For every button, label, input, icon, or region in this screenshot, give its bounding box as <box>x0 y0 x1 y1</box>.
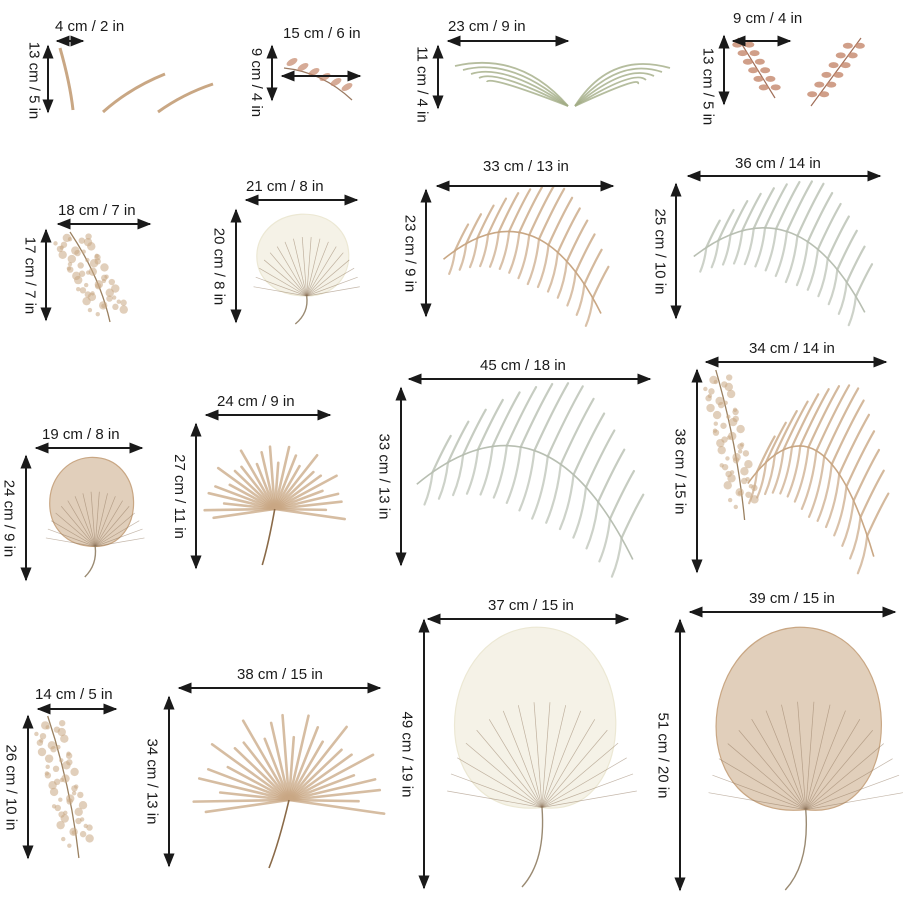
width-label: 14 cm / 5 in <box>35 686 113 703</box>
width-label: 24 cm / 9 in <box>217 393 295 410</box>
height-label: 33 cm / 13 in <box>375 433 393 519</box>
palm-frond-icon <box>416 382 645 578</box>
width-label: 9 cm / 4 in <box>733 10 803 27</box>
pampas-palm-icon <box>703 369 890 575</box>
height-label: 13 cm / 5 in <box>699 47 717 125</box>
spiky-palm-icon <box>192 713 386 869</box>
height-label: 27 cm / 11 in <box>170 453 188 539</box>
height-label: 25 cm / 10 in <box>651 208 669 294</box>
spiky-palm-icon <box>203 445 347 566</box>
palm-frond-icon <box>693 180 874 327</box>
height-label: 24 cm / 9 in <box>0 479 18 557</box>
width-label: 34 cm / 14 in <box>749 340 835 357</box>
height-label: 20 cm / 8 in <box>210 227 228 305</box>
width-label: 19 cm / 8 in <box>42 426 120 443</box>
fan-leaf-icon <box>708 626 903 891</box>
pampas-icon <box>53 231 128 323</box>
height-label: 9 cm / 4 in <box>247 47 265 117</box>
slim-grass-blades-icon <box>58 47 214 114</box>
palm-frond-icon <box>442 185 610 327</box>
width-label: 45 cm / 18 in <box>480 357 566 374</box>
height-label: 51 cm / 20 in <box>654 712 672 798</box>
height-label: 11 cm / 4 in <box>413 45 431 123</box>
fan-leaf-icon <box>447 626 637 888</box>
height-label: 13 cm / 5 in <box>25 41 43 119</box>
width-label: 37 cm / 15 in <box>488 597 574 614</box>
width-label: 33 cm / 13 in <box>483 158 569 175</box>
width-label: 36 cm / 14 in <box>735 155 821 172</box>
height-label: 49 cm / 19 in <box>398 711 416 797</box>
width-label: 23 cm / 9 in <box>448 18 526 35</box>
width-label: 38 cm / 15 in <box>237 666 323 683</box>
height-label: 34 cm / 13 in <box>143 738 161 824</box>
grass-pair-icon <box>454 61 671 107</box>
height-label: 23 cm / 9 in <box>401 214 419 292</box>
width-label: 18 cm / 7 in <box>58 202 136 219</box>
width-label: 39 cm / 15 in <box>749 590 835 607</box>
fan-leaf-icon <box>253 213 360 325</box>
width-label: 4 cm / 2 in <box>55 18 125 35</box>
height-label: 26 cm / 10 in <box>2 744 20 830</box>
width-label: 15 cm / 6 in <box>283 25 361 42</box>
pampas-icon <box>34 715 94 859</box>
height-label: 38 cm / 15 in <box>671 428 689 514</box>
fan-leaf-icon <box>45 456 145 578</box>
height-label: 17 cm / 7 in <box>21 236 39 314</box>
width-label: 21 cm / 8 in <box>246 178 324 195</box>
